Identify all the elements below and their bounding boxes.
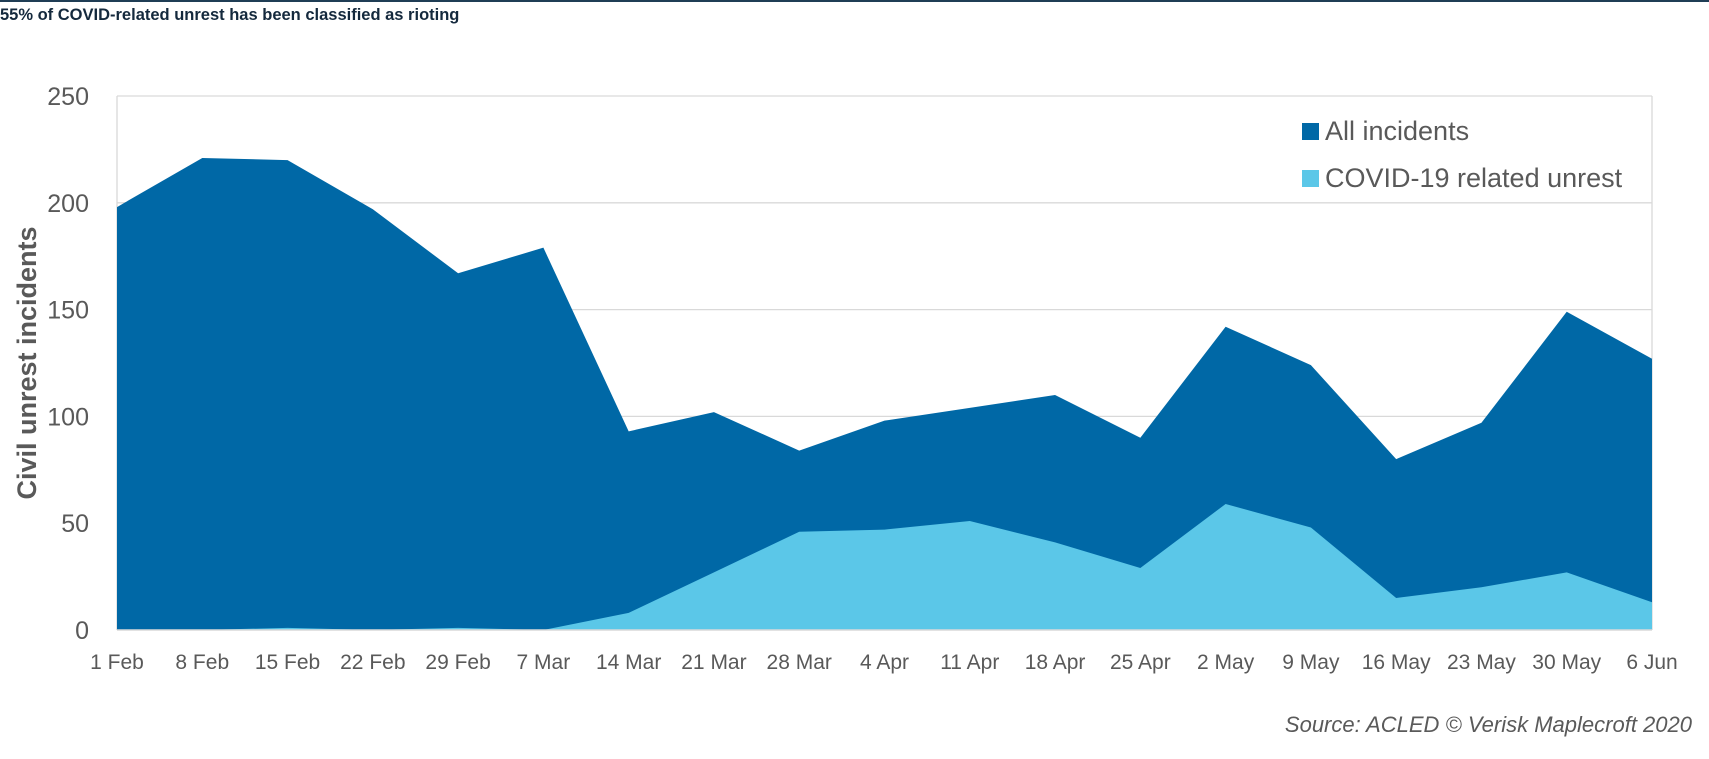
x-tick-label: 11 Apr [940, 651, 999, 674]
x-tick-label: 22 Feb [340, 651, 405, 674]
x-tick-label: 9 May [1282, 651, 1340, 674]
y-tick-label: 0 [75, 617, 89, 645]
x-tick-label: 6 Jun [1626, 651, 1677, 674]
y-tick-label: 250 [47, 83, 89, 111]
x-tick-label: 16 May [1362, 651, 1431, 674]
x-tick-label: 14 Mar [596, 651, 661, 674]
source-note: Source: ACLED © Verisk Maplecroft 2020 [1284, 712, 1692, 737]
x-tick-label: 4 Apr [860, 651, 909, 674]
legend-label: All incidents [1325, 116, 1469, 146]
chart-title: 55% of COVID-related unrest has been cla… [0, 6, 460, 24]
series-area-all-incidents [117, 157, 1652, 630]
x-tick-label: 8 Feb [175, 651, 229, 674]
x-tick-label: 30 May [1532, 651, 1601, 674]
x-tick-label: 1 Feb [90, 651, 144, 674]
y-tick-label: 150 [47, 297, 89, 325]
x-tick-label: 25 Apr [1110, 651, 1171, 674]
top-rule [0, 0, 1709, 2]
x-tick-label: 29 Feb [425, 651, 490, 674]
x-tick-label: 7 Mar [517, 651, 571, 674]
legend-swatch-all-incidents [1302, 123, 1319, 140]
y-tick-label: 100 [47, 403, 89, 431]
y-tick-label: 200 [47, 190, 89, 218]
x-tick-label: 2 May [1197, 651, 1255, 674]
series-area-covid-related [117, 503, 1652, 630]
legend-swatch-covid-related [1302, 170, 1319, 187]
y-tick-label: 50 [61, 510, 89, 538]
x-tick-label: 18 Apr [1025, 651, 1086, 674]
legend-label: COVID-19 related unrest [1325, 163, 1623, 193]
x-tick-label: 21 Mar [681, 651, 746, 674]
x-tick-label: 15 Feb [255, 651, 320, 674]
y-axis-title: Civil unrest incidents [12, 226, 42, 499]
x-tick-label: 28 Mar [767, 651, 832, 674]
x-tick-label: 23 May [1447, 651, 1516, 674]
